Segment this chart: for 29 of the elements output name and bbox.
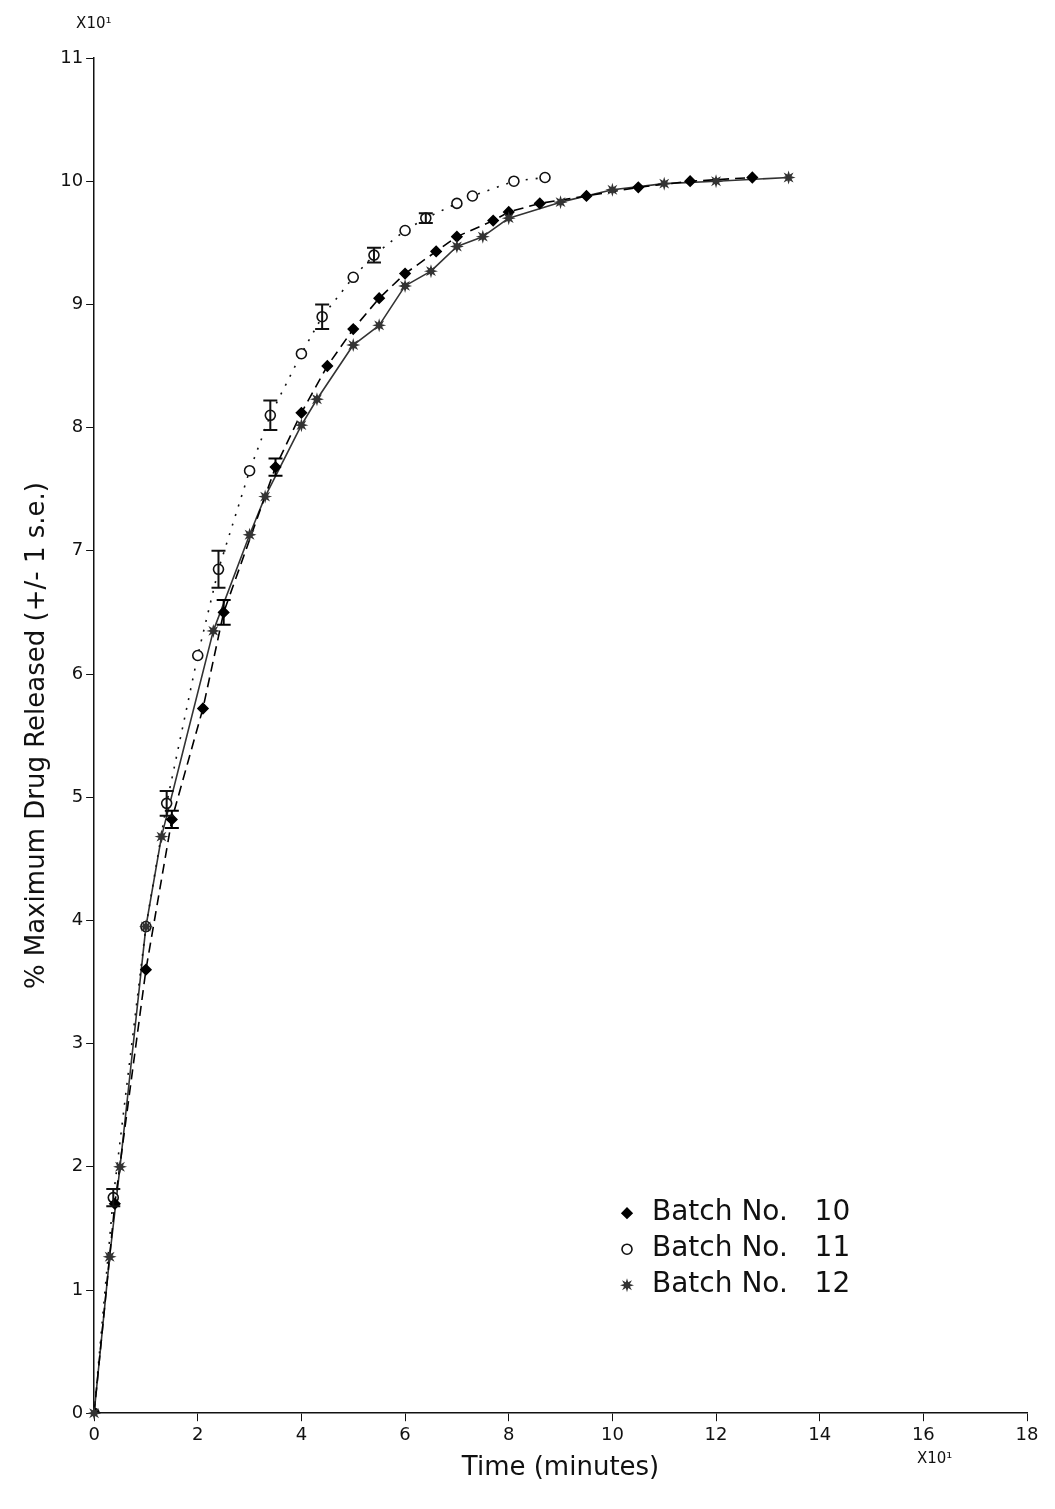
legend-label: Batch No. 12 [652, 1266, 851, 1300]
x-tick-label: 18 [1015, 1422, 1039, 1444]
x-tick-label: 12 [704, 1422, 728, 1444]
y-tick-label: 4 [71, 908, 84, 930]
y-tick-label: 2 [71, 1154, 84, 1176]
y-tick-label: 10 [60, 168, 84, 190]
y-tick-label: 5 [71, 784, 84, 806]
legend-label: Batch No. 11 [652, 1230, 851, 1264]
y-tick-label: 7 [71, 538, 84, 560]
x-tick-label: 6 [399, 1422, 411, 1444]
x-tick-label: 8 [503, 1422, 515, 1444]
y-tick-label: 3 [71, 1031, 84, 1053]
y-tick-label: 8 [71, 415, 84, 437]
text: X10¹ [917, 1449, 953, 1468]
x-axis-title: Time (minutes) [460, 1451, 660, 1482]
text: X10¹ [76, 14, 112, 32]
x-tick-label: 10 [600, 1422, 624, 1444]
y-tick-label: 11 [60, 45, 84, 67]
x-tick-label: 2 [192, 1422, 204, 1444]
y-tick-label: 9 [71, 292, 84, 314]
x-tick-label: 0 [88, 1422, 100, 1444]
x-tick-label: 16 [911, 1422, 935, 1444]
y-tick-label: 6 [71, 661, 84, 683]
y-tick-label: 0 [71, 1400, 84, 1422]
x-tick-label: 14 [808, 1422, 832, 1444]
x-tick-label: 4 [295, 1422, 308, 1444]
legend-label: Batch No. 10 [652, 1194, 851, 1228]
y-axis-title: % Maximum Drug Released (+/- 1 s.e.) [20, 482, 51, 990]
y-tick-label: 1 [71, 1277, 84, 1299]
